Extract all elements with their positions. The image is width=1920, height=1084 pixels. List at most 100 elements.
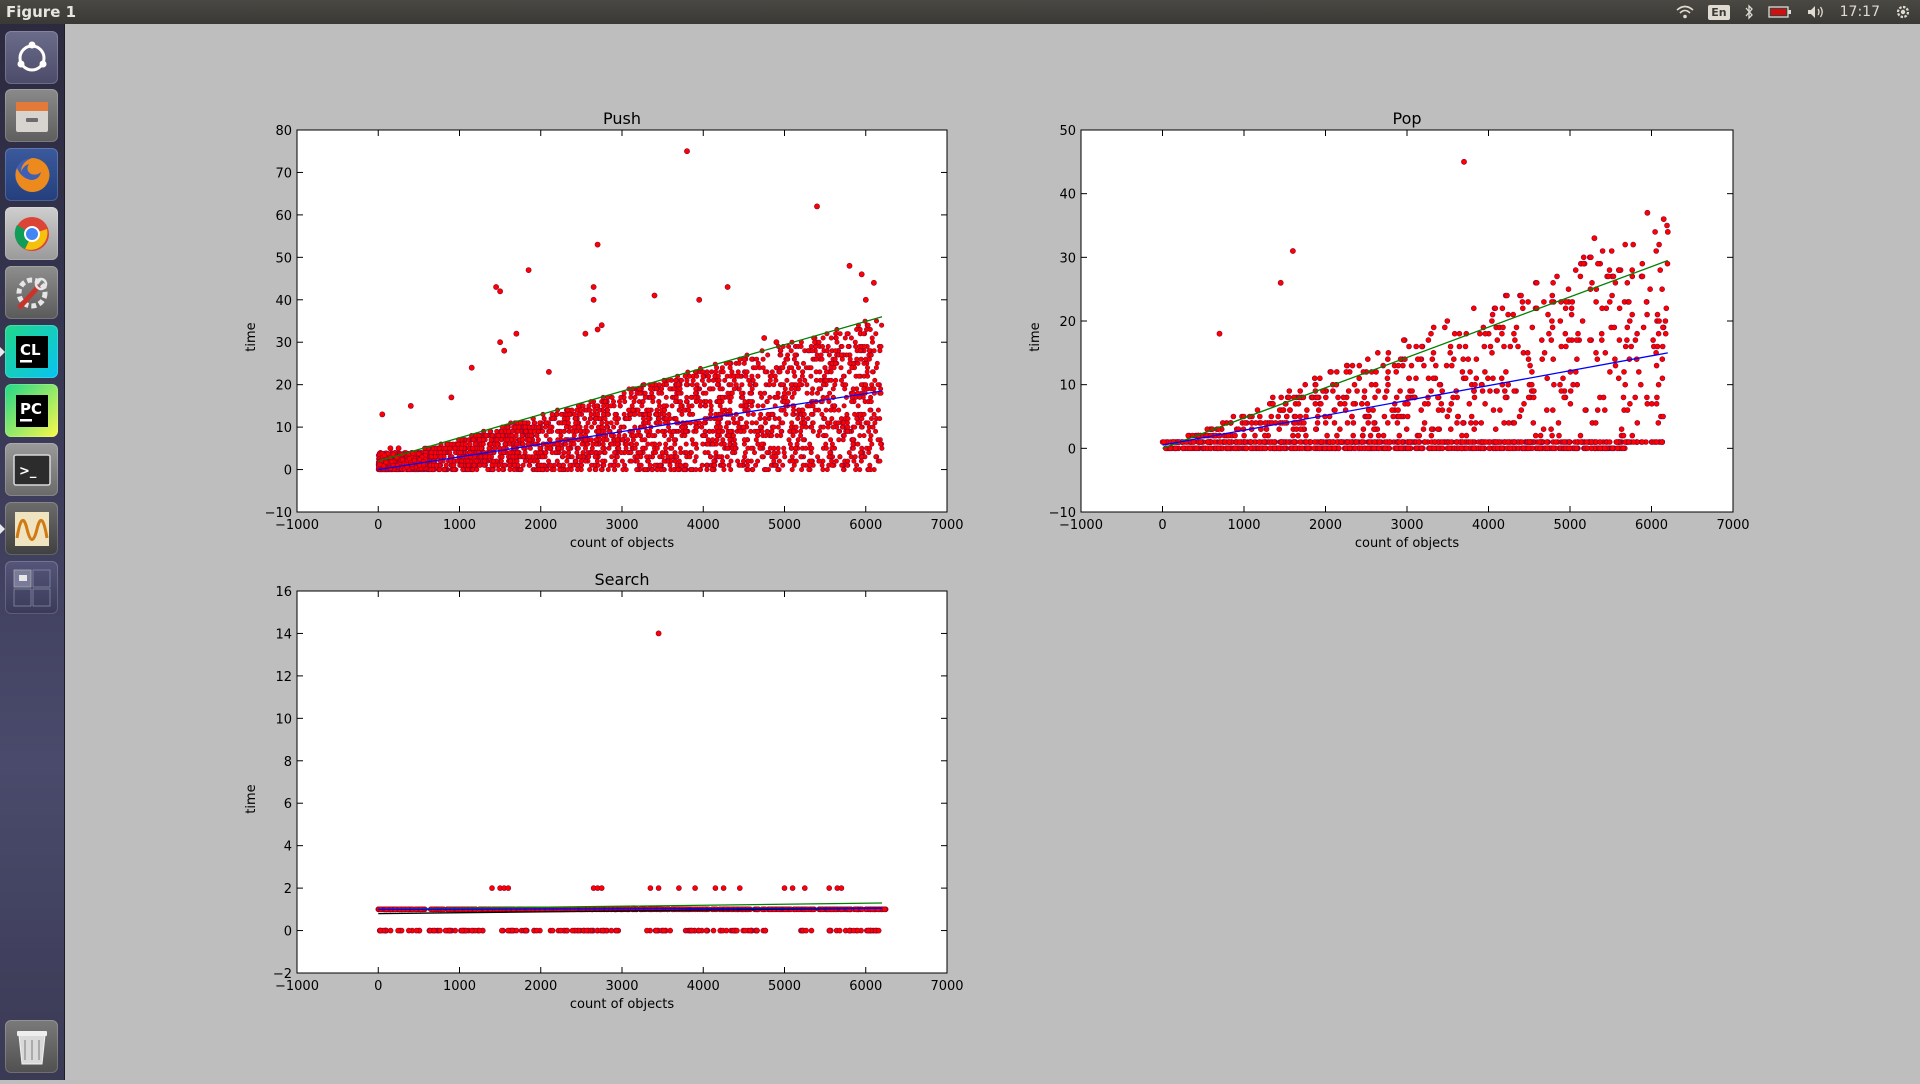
data-point xyxy=(776,450,780,454)
data-point xyxy=(544,450,548,454)
data-point xyxy=(1531,389,1536,394)
battery-icon[interactable] xyxy=(1768,5,1792,19)
data-point xyxy=(1173,446,1178,451)
data-point xyxy=(498,289,503,294)
workspace-switcher-icon[interactable] xyxy=(5,561,58,614)
data-point xyxy=(523,459,527,463)
data-point xyxy=(1429,433,1434,438)
data-point xyxy=(750,357,754,361)
data-point xyxy=(732,378,736,382)
data-point xyxy=(495,438,499,442)
data-point xyxy=(618,404,622,408)
data-point xyxy=(793,446,797,450)
data-point xyxy=(718,404,722,408)
clion-icon[interactable]: CL xyxy=(5,325,58,378)
data-point xyxy=(839,378,843,382)
data-point xyxy=(861,332,865,336)
bluetooth-icon[interactable] xyxy=(1744,4,1754,20)
files-icon[interactable] xyxy=(5,89,58,142)
data-point xyxy=(816,433,820,437)
data-point xyxy=(1594,299,1599,304)
data-point xyxy=(1595,261,1600,266)
y-tick-label: 70 xyxy=(275,166,292,181)
trash-icon[interactable] xyxy=(5,1020,58,1073)
data-point xyxy=(1397,433,1402,438)
data-point xyxy=(845,463,849,467)
data-point xyxy=(1447,446,1452,451)
data-point xyxy=(778,370,782,374)
data-point xyxy=(630,404,634,408)
data-point xyxy=(869,399,873,403)
data-point xyxy=(824,442,828,446)
data-point xyxy=(382,453,387,458)
data-point xyxy=(825,349,829,353)
data-point xyxy=(683,374,687,378)
data-point xyxy=(1550,325,1555,330)
data-point xyxy=(736,370,740,374)
data-point xyxy=(674,416,678,420)
data-point xyxy=(1315,420,1320,425)
system-settings-icon[interactable] xyxy=(5,266,58,319)
data-point xyxy=(1526,299,1531,304)
data-point xyxy=(817,459,821,463)
data-point xyxy=(694,387,698,391)
data-point xyxy=(611,399,615,403)
data-point xyxy=(499,438,503,442)
data-point xyxy=(1376,433,1381,438)
wifi-icon[interactable] xyxy=(1676,5,1694,19)
data-point xyxy=(1231,414,1236,419)
data-point xyxy=(552,467,556,471)
data-point xyxy=(1262,446,1267,451)
data-point xyxy=(1519,440,1524,445)
data-point xyxy=(1332,420,1337,425)
data-point xyxy=(657,383,661,387)
data-point xyxy=(796,438,800,442)
data-point xyxy=(1502,389,1507,394)
data-point xyxy=(796,366,800,370)
data-point xyxy=(772,459,776,463)
data-point xyxy=(646,442,650,446)
data-point xyxy=(798,433,802,437)
data-point xyxy=(720,459,724,463)
volume-icon[interactable] xyxy=(1806,4,1826,20)
oscilloscope-app-icon[interactable] xyxy=(5,502,58,555)
data-point xyxy=(720,408,724,412)
data-point xyxy=(1386,382,1391,387)
data-point xyxy=(680,425,684,429)
data-point xyxy=(878,416,882,420)
chrome-icon[interactable] xyxy=(5,207,58,260)
keyboard-language-indicator[interactable]: En xyxy=(1708,5,1729,20)
y-tick-label: 40 xyxy=(275,294,292,309)
pycharm-icon[interactable]: PC xyxy=(5,384,58,437)
data-point xyxy=(746,412,750,416)
data-point xyxy=(1529,369,1534,374)
data-point xyxy=(835,340,839,344)
firefox-icon[interactable] xyxy=(5,148,58,201)
data-point xyxy=(593,408,597,412)
data-point xyxy=(1386,369,1391,374)
data-point xyxy=(585,442,589,446)
data-point xyxy=(1520,306,1525,311)
clock[interactable]: 17:17 xyxy=(1840,4,1880,20)
terminal-icon[interactable]: >_ xyxy=(5,443,58,496)
x-tick-label: 2000 xyxy=(1309,518,1342,533)
data-point xyxy=(1660,376,1665,381)
x-tick-label: 1000 xyxy=(443,518,476,533)
data-point xyxy=(595,459,599,463)
data-point xyxy=(853,467,857,471)
data-point xyxy=(871,425,875,429)
data-point xyxy=(656,429,660,433)
launcher: CL PC >_ xyxy=(0,24,65,1080)
data-point xyxy=(821,336,825,340)
data-point xyxy=(1298,427,1303,432)
data-point xyxy=(845,332,849,336)
data-point xyxy=(1631,440,1636,445)
dash-home-icon[interactable] xyxy=(5,31,58,84)
data-point xyxy=(1440,446,1445,451)
data-point xyxy=(685,378,689,382)
gear-icon[interactable] xyxy=(1894,3,1912,21)
data-point xyxy=(1483,401,1488,406)
data-point xyxy=(591,297,596,302)
data-point xyxy=(655,467,659,471)
